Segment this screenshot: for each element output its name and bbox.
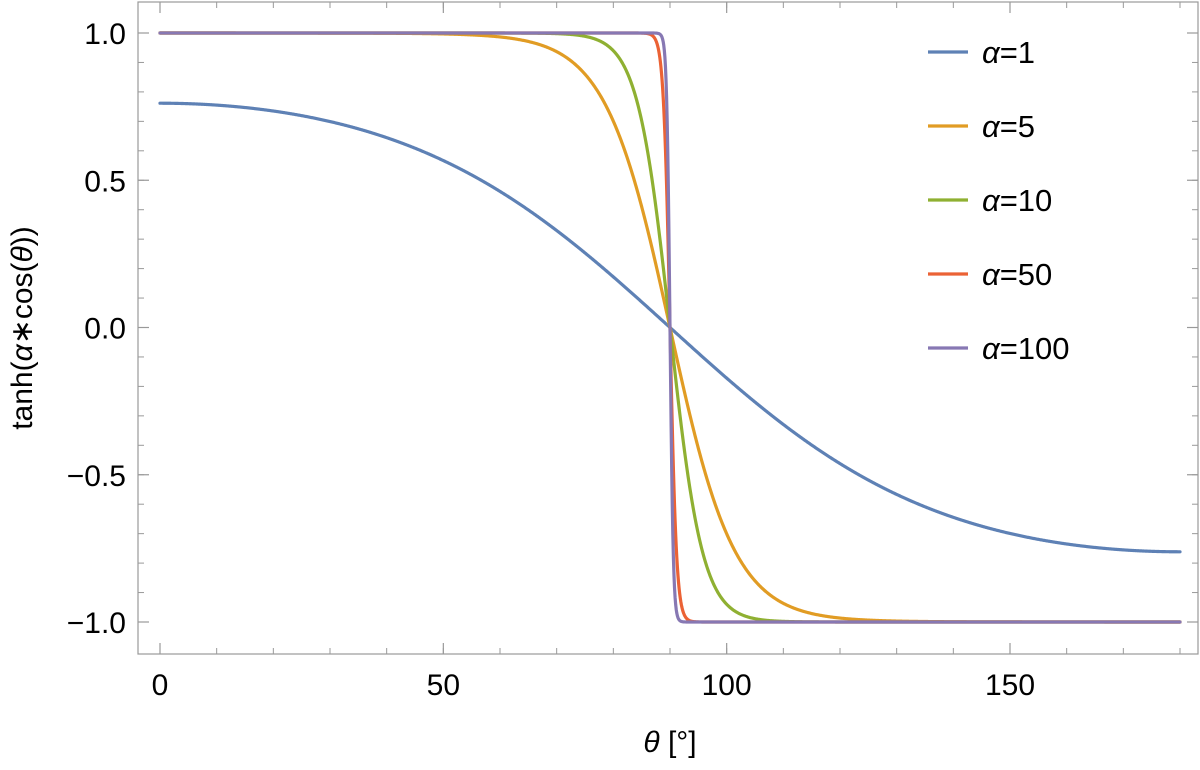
x-axis-title: θ [°] (643, 726, 696, 759)
x-tick-label: 150 (985, 669, 1035, 702)
legend-value: =50 (1000, 257, 1053, 292)
legend-label: α=100 (982, 331, 1070, 366)
legend-label: α=1 (982, 35, 1035, 70)
y-axis-title: tanh(α∗cos(θ)) (6, 226, 39, 430)
legend-label: α=10 (982, 183, 1052, 218)
y-tick-label: −0.5 (67, 460, 126, 493)
legend-alpha-symbol: α (982, 257, 1001, 292)
legend-value: =1 (1000, 35, 1035, 70)
x-tick-label: 50 (427, 669, 460, 702)
legend-alpha-symbol: α (982, 183, 1001, 218)
series-layer (158, 31, 1182, 624)
legend-alpha-symbol: α (982, 35, 1001, 70)
major-ticks: 0 50 100 150 1.0 0.5 0.0 −0.5 −1.0 (67, 2, 1198, 702)
y-tick-label: 0.5 (84, 165, 126, 198)
x-tick-label: 0 (152, 669, 169, 702)
legend-label: α=50 (982, 257, 1052, 292)
legend-value: =100 (1000, 331, 1070, 366)
y-tick-label: −1.0 (67, 607, 126, 640)
legend-value: =10 (1000, 183, 1053, 218)
y-tick-label: 1.0 (84, 18, 126, 51)
legend-label: α=5 (982, 109, 1035, 144)
legend: α=1α=5α=10α=50α=100 (928, 35, 1070, 366)
series-line (158, 31, 1182, 624)
legend-alpha-symbol: α (982, 331, 1001, 366)
legend-value: =5 (1000, 109, 1035, 144)
y-tick-label: 0.0 (84, 313, 126, 346)
legend-alpha-symbol: α (982, 109, 1001, 144)
x-tick-label: 100 (702, 669, 752, 702)
